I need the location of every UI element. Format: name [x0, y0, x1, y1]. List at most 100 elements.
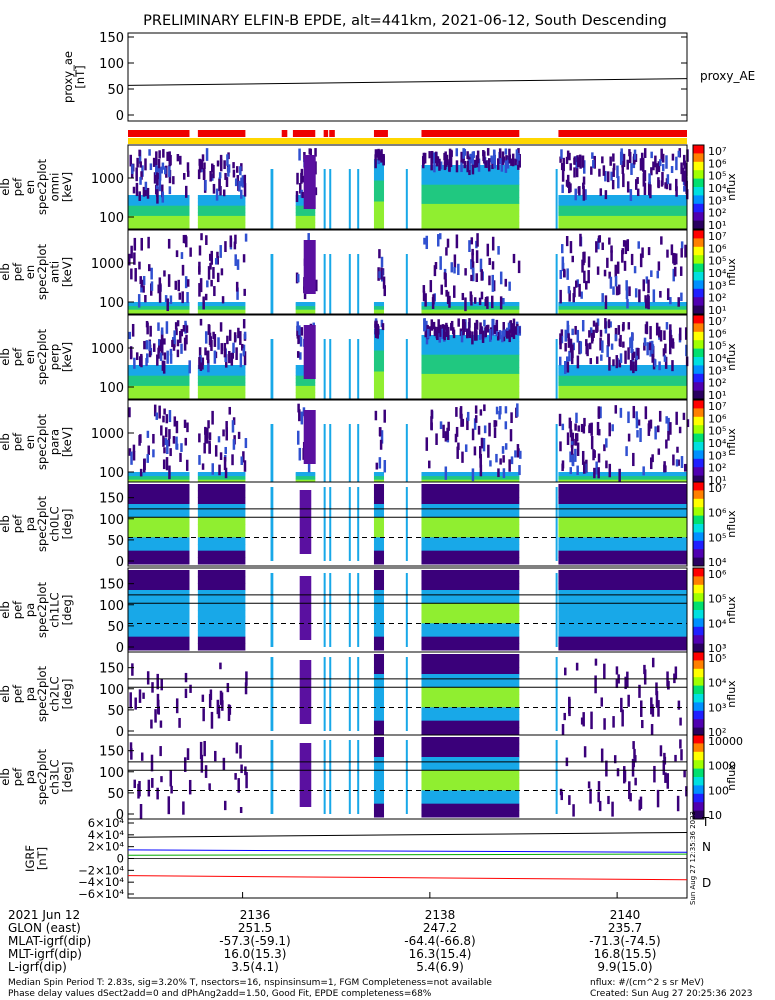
panel-1-pixel-12-79: [585, 280, 588, 290]
panel-0-pixel-10-39: [514, 158, 517, 166]
panel-0-pixel-12-68: [566, 150, 570, 160]
panel-6-pixel-0-12: [184, 688, 188, 699]
panel-0-pixel-1-24: [205, 148, 209, 161]
panel-0-band-12-1: [558, 222, 687, 227]
panel-2-pixel-1-41: [204, 347, 207, 356]
panel-0-band-12-6: [558, 205, 687, 210]
panel-3-pixel-1-5: [214, 445, 218, 457]
panel-6-pixel-0-13: [134, 697, 137, 710]
panel-6-strip-7: [357, 657, 360, 731]
panel-5-row-10-1: [421, 576, 520, 584]
panel-1-pixel-12-86: [647, 247, 651, 256]
panel-3-pixel-12-36: [608, 422, 611, 437]
panel-2-pixel-12-58: [618, 359, 622, 368]
panel-2-band-1-6: [197, 375, 246, 380]
colorbar-5-stop-9: [693, 643, 704, 653]
panel-0-pixel-1-40: [202, 167, 206, 181]
panel-2-pixel-1-26: [243, 351, 247, 366]
panel-5-tick-1: 100: [99, 599, 124, 614]
science-bar-segment-6: [373, 130, 388, 137]
panel-0-band-10-0: [421, 222, 520, 230]
panel-1-pixel-10-52: [471, 252, 474, 262]
panel-0-pixel-0-44: [161, 191, 165, 203]
panel-3-pixel-12-13: [618, 468, 621, 482]
panel-6-pixel-0-18: [142, 692, 145, 699]
panel-1-pixel-0-22: [134, 268, 137, 282]
panel-3-pixel-0-25: [186, 422, 189, 433]
science-bar-segment-0: [128, 130, 190, 137]
colorbar-6-stop-8: [693, 719, 704, 729]
panel-3-pixel-10-67: [477, 425, 481, 435]
panel-5-row-12-4: [558, 596, 687, 604]
panel-6-pixel-12-19: [603, 718, 606, 730]
panel-7-pixel-12-28: [589, 788, 592, 804]
panel-2-pixel-10-43: [432, 321, 436, 330]
panel-1-pixel-12-42: [645, 298, 648, 309]
panel-2-pixel-12-56: [617, 325, 621, 335]
panel-6-patch-3: [299, 660, 312, 724]
panel-2-pixel-12-85: [669, 324, 672, 338]
panel-0-pixel-10-40: [449, 156, 453, 168]
panel-3-pixel-0-14: [165, 457, 169, 471]
panel-4-row-1-0: [197, 484, 246, 492]
panel-0-band-8-4: [373, 194, 385, 202]
panel-2-pixel-10-91: [443, 324, 446, 339]
panel-1-pixel-3-5: [315, 279, 318, 292]
panel-0-pixel-10-95: [492, 149, 496, 162]
colorbar-4-tick-3: 10⁴: [708, 556, 727, 569]
panel-0-pixel-10-72: [508, 148, 511, 161]
panel-5-row-12-0: [558, 570, 687, 578]
panel-1-pixel-12-87: [657, 261, 661, 271]
panel-6-pixel-12-14: [677, 700, 681, 710]
panel-1-pixel-12-2: [608, 271, 611, 279]
panel-3-pixel-12-77: [580, 423, 584, 433]
panel-5-row-1-3: [197, 590, 246, 598]
panel-3-band-12-5: [558, 476, 687, 479]
panel-1-pixel-12-76: [571, 255, 574, 263]
panel-3-pixel-8-1: [374, 410, 378, 421]
panel-3-band-10-9: [421, 472, 520, 474]
panel-2-pixel-10-93: [443, 331, 446, 341]
panel-2-strip-7: [357, 339, 360, 399]
panel-2-pixel-1-5: [241, 343, 244, 351]
panel-3-pixel-10-56: [483, 425, 487, 434]
panel-2-pixel-10-33: [478, 329, 482, 340]
panel-0-band-12-0: [558, 225, 687, 230]
panel-2-pixel-1-43: [237, 327, 240, 339]
panel-3-band-8-8: [373, 473, 385, 475]
panel-4-row-10-10: [421, 550, 520, 558]
panel-7-pixel-1-6: [245, 772, 248, 789]
panel-3-band-10-5: [421, 476, 520, 479]
panel-1-pixel-10-18: [470, 237, 474, 245]
panel-2-pixel-0-50: [159, 352, 163, 361]
panel-5-row-8-9: [373, 630, 385, 638]
panel-4-row-8-10: [373, 550, 385, 558]
science-bar-segment-5: [329, 130, 335, 137]
panel-1-pixel-10-6: [464, 268, 467, 276]
colorbar-1-stop-4: [693, 263, 704, 273]
colorbar-6-stop-3: [693, 677, 704, 687]
panel-3-pixel-12-73: [605, 438, 608, 448]
colorbar-3-tick-5: 10²: [708, 462, 726, 475]
panel-0-pixel-10-74: [473, 159, 477, 168]
panel-2-pixel-12-116: [607, 333, 610, 347]
panel-1-pixel-1-13: [220, 268, 224, 276]
panel-2-pixel-10-85: [514, 326, 517, 335]
panel-6-pixel-12-15: [600, 697, 604, 707]
panel-0-pixel-12-87: [573, 167, 576, 178]
panel-3-ylabel: elbpefenspec2plotpara[keV]: [0, 413, 74, 470]
panel-4-row-1-9: [197, 544, 246, 552]
panel-2-band-3-3: [295, 385, 316, 390]
panel-7-pixel-12-22: [633, 748, 636, 759]
panel-0-pixel-12-108: [677, 150, 681, 158]
igrf-ylabel: IGRF[nT]: [23, 845, 49, 872]
panel-2-pixel-12-62: [663, 355, 667, 362]
panel-6-row-8-5: [373, 687, 385, 695]
panel-0-pixel-3-9: [300, 172, 303, 184]
colorbar-1-stop-7: [693, 288, 704, 298]
panel-4-row-12-9: [558, 544, 687, 552]
panel-0-pixel-12-97: [633, 149, 637, 160]
panel-0-pixel-3-15: [314, 187, 318, 196]
panel-1-pixel-10-35: [453, 254, 457, 268]
panel-3-pixel-0-20: [175, 420, 179, 434]
